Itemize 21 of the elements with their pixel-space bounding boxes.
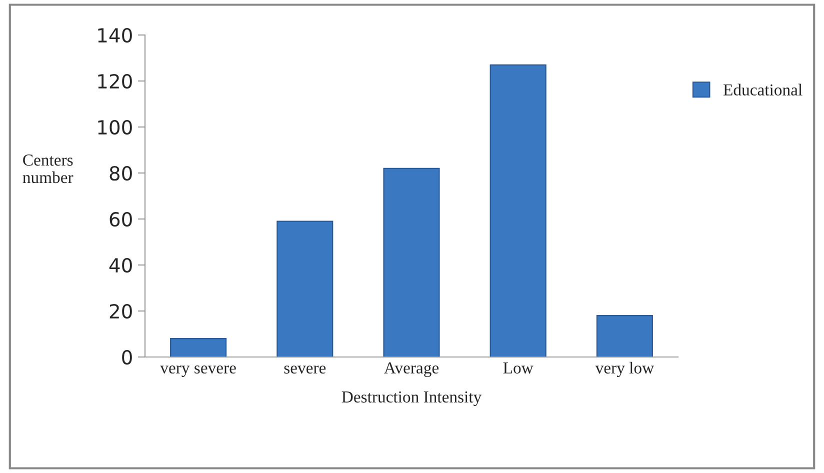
bar [490, 64, 546, 357]
y-tick-label: 0 [122, 350, 132, 365]
y-tick-label: 100 [98, 120, 132, 135]
bar [383, 168, 440, 357]
y-tick-label: 40 [109, 258, 132, 273]
bar [596, 315, 653, 357]
x-tick-label: very severe [160, 366, 236, 377]
y-tick-label: 60 [110, 212, 132, 227]
bar [170, 338, 227, 357]
x-tick-label: very low [595, 362, 654, 378]
x-axis-title: Destruction Intensity [342, 391, 482, 406]
x-tick-label: Average [384, 362, 439, 377]
y-axis-title: Centers number [22, 154, 74, 184]
y-tick-label: 20 [110, 304, 132, 319]
y-tick-label: 120 [98, 74, 132, 89]
y-tick-label: 140 [98, 28, 132, 43]
x-tick-label: severe [284, 366, 326, 374]
bar [276, 220, 334, 357]
y-tick-label: 80 [110, 166, 132, 181]
x-tick-label: Low [503, 362, 534, 374]
legend-label: Educational [723, 84, 802, 96]
